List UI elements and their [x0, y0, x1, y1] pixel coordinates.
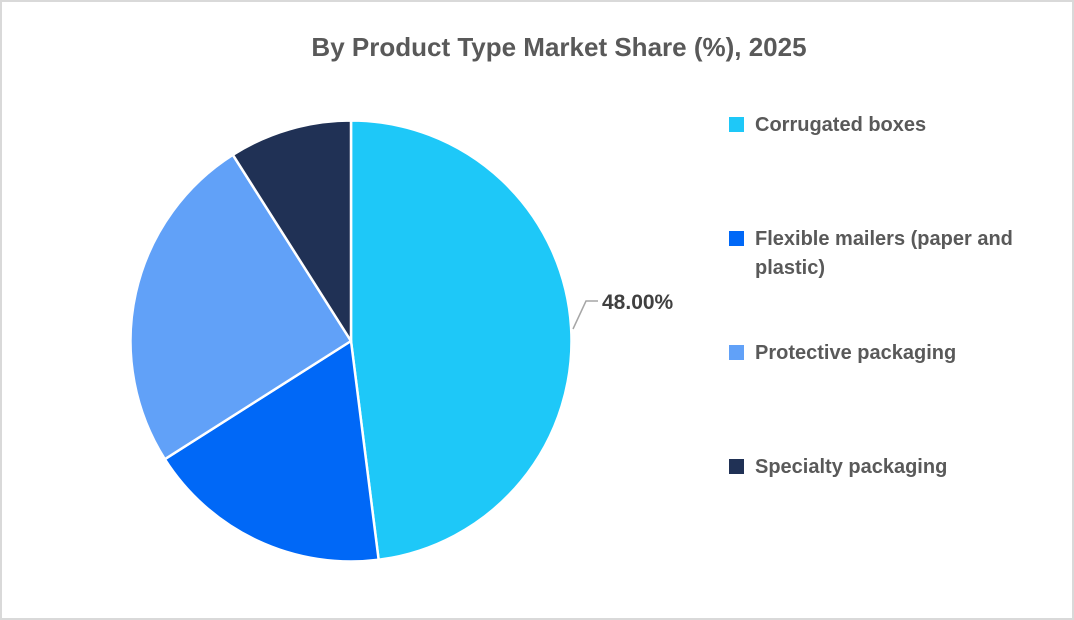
legend-item-specialty-packaging: Specialty packaging: [729, 453, 947, 482]
pie-slice-flexible-mailers-paper-and-plastic: [163, 339, 380, 563]
legend: Corrugated boxes Flexible mailers (paper …: [729, 2, 1049, 618]
legend-label-flexible-mailers-paper-and-plastic: Flexible mailers (paper and plastic): [755, 228, 1013, 279]
legend-swatch-corrugated-boxes: [729, 117, 744, 132]
data-label-leader-line: [572, 300, 598, 330]
legend-item-protective-packaging: Protective packaging: [729, 339, 956, 368]
pie-slice-corrugated-boxes: [349, 119, 573, 562]
legend-label-protective-packaging: Protective packaging: [755, 342, 957, 364]
data-label-corrugated-boxes: 48.00%: [602, 291, 674, 314]
legend-swatch-flexible-mailers-paper-and-plastic: [729, 231, 744, 246]
pie-slices-group: [129, 119, 573, 563]
legend-label-specialty-packaging: Specialty packaging: [755, 456, 948, 478]
pie-slice-protective-packaging: [129, 153, 353, 461]
legend-item-flexible-mailers-paper-and-plastic: Flexible mailers (paper and plastic): [729, 225, 1045, 283]
legend-swatch-protective-packaging: [729, 345, 744, 360]
legend-swatch-specialty-packaging: [729, 459, 744, 474]
legend-item-corrugated-boxes: Corrugated boxes: [729, 111, 926, 140]
pie-slice-specialty-packaging: [231, 119, 353, 343]
legend-label-corrugated-boxes: Corrugated boxes: [755, 114, 927, 136]
chart-title: By Product Type Market Share (%), 2025: [311, 32, 807, 62]
